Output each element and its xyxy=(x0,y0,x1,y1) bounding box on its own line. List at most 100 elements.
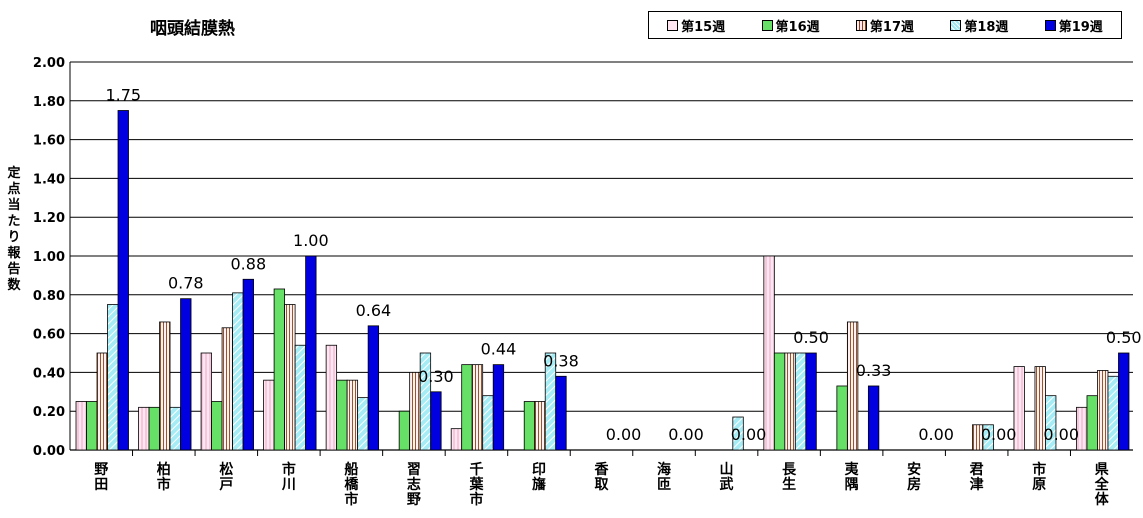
bar-7-4 xyxy=(555,375,567,451)
category-label: 房 xyxy=(907,476,921,493)
y-axis-label-char: り xyxy=(7,230,21,245)
y-tick-label: 0.80 xyxy=(33,289,65,304)
category-label: 君 xyxy=(969,462,984,478)
bar-1-2 xyxy=(159,321,171,451)
category-label: 匝 xyxy=(657,477,671,493)
category-label: 香 xyxy=(594,461,610,478)
bar-4-4 xyxy=(367,325,380,451)
bar-7-2 xyxy=(534,401,546,451)
category-label: 山 xyxy=(720,462,734,478)
y-tick-label: 1.20 xyxy=(33,211,65,226)
bar-14-3 xyxy=(982,424,994,451)
legend-item-week17: 第17週 xyxy=(855,16,915,35)
legend-label-week18: 第18週 xyxy=(964,19,1009,35)
bar-6-1 xyxy=(461,364,473,451)
category-label: 取 xyxy=(595,477,610,493)
data-label: 0.00 xyxy=(668,425,704,444)
category-label: 川 xyxy=(281,477,296,493)
data-label: 1.75 xyxy=(105,86,141,105)
y-axis-label-char: た xyxy=(7,214,21,229)
bar-0-0 xyxy=(75,401,87,451)
category-label: 志 xyxy=(407,476,421,493)
category-label: 旛 xyxy=(532,476,546,493)
bar-6-0 xyxy=(450,428,463,451)
category-label: 安 xyxy=(907,461,921,478)
category-label: 野 xyxy=(94,462,108,478)
category-label: 橋 xyxy=(344,476,359,493)
y-tick-label: 1.80 xyxy=(33,95,65,110)
bar-4-0 xyxy=(325,344,338,451)
category-label: 市 xyxy=(344,491,358,508)
category-label: 全 xyxy=(1094,476,1110,493)
category-label: 葉 xyxy=(468,476,484,493)
y-tick-label: 1.00 xyxy=(33,250,65,265)
y-tick-label: 1.40 xyxy=(33,172,65,187)
data-label: 0.78 xyxy=(168,274,204,293)
category-label: 船 xyxy=(344,461,358,478)
category-label: 市 xyxy=(157,476,171,493)
category-label: 夷 xyxy=(844,461,860,478)
bar-2-0 xyxy=(200,352,212,451)
bar-12-2 xyxy=(846,321,859,451)
data-label: 0.88 xyxy=(231,254,267,273)
legend-swatch-week19 xyxy=(1044,19,1056,31)
legend-label-week19: 第19週 xyxy=(1058,19,1103,35)
y-axis-label: 定点当たり報告数 xyxy=(6,166,22,294)
bar-3-2 xyxy=(284,304,296,451)
bar-16-1 xyxy=(1086,395,1098,451)
bar-4-1 xyxy=(336,379,348,451)
legend-swatch-week16 xyxy=(761,19,773,31)
chart-title: 咽頭結膜熱 xyxy=(150,19,235,39)
bar-11-1 xyxy=(773,352,786,451)
category-label: 長 xyxy=(782,462,797,478)
y-tick-label: 2.00 xyxy=(33,56,65,71)
data-label: 0.00 xyxy=(918,425,954,444)
bar-1-1 xyxy=(148,406,160,451)
labels-layer: 1.75野田0.78柏市0.88松戸1.00市川0.64船橋市0.30習志野0.… xyxy=(94,86,1141,509)
bar-1-4 xyxy=(180,298,192,451)
category-label: 原 xyxy=(1032,477,1046,493)
legend-swatch-week18 xyxy=(950,19,962,31)
category-label: 体 xyxy=(1095,491,1110,508)
data-label: 0.30 xyxy=(418,367,454,386)
y-tick-label: 1.60 xyxy=(33,134,65,149)
data-label: 0.38 xyxy=(543,351,579,370)
bar-16-4 xyxy=(1118,352,1130,451)
bar-16-3 xyxy=(1107,375,1119,451)
bar-5-1 xyxy=(398,410,411,451)
bar-2-4 xyxy=(242,278,254,451)
category-label: 柏 xyxy=(157,461,171,478)
bar-11-0 xyxy=(763,255,775,451)
category-label: 田 xyxy=(94,477,108,493)
legend-item-week16: 第16週 xyxy=(761,16,820,35)
bar-12-1 xyxy=(836,385,848,451)
bar-3-1 xyxy=(273,288,286,451)
y-axis-label-char: 定 xyxy=(7,166,21,181)
category-label: 千 xyxy=(469,461,483,478)
legend-label-week17: 第17週 xyxy=(869,19,915,35)
data-label: 0.44 xyxy=(481,340,517,359)
bar-11-3 xyxy=(794,352,807,451)
bar-10-3 xyxy=(732,416,744,451)
legend-swatch-week17 xyxy=(855,19,867,31)
bar-4-3 xyxy=(357,397,369,451)
y-axis-label-char: 当 xyxy=(7,198,21,213)
bar-0-1 xyxy=(86,401,98,451)
data-label: 1.00 xyxy=(293,231,329,250)
category-label: 生 xyxy=(782,476,796,493)
data-label: 0.00 xyxy=(1043,425,1079,444)
category-label: 県 xyxy=(1095,462,1109,478)
legend-label-week15: 第15週 xyxy=(681,19,726,35)
legend-label-week16: 第16週 xyxy=(775,19,820,35)
category-label: 印 xyxy=(532,461,546,478)
bar-1-0 xyxy=(138,406,150,451)
bar-3-0 xyxy=(263,379,275,451)
bar-16-2 xyxy=(1097,370,1109,451)
bar-12-4 xyxy=(867,385,880,451)
y-tick-label: 0.00 xyxy=(33,444,65,459)
legend-item-week18: 第18週 xyxy=(950,16,1008,35)
category-label: 隅 xyxy=(845,477,859,493)
legend-swatch-week15 xyxy=(667,19,679,31)
legend-item-week19: 第19週 xyxy=(1044,16,1103,35)
category-label: 戸 xyxy=(219,477,233,493)
